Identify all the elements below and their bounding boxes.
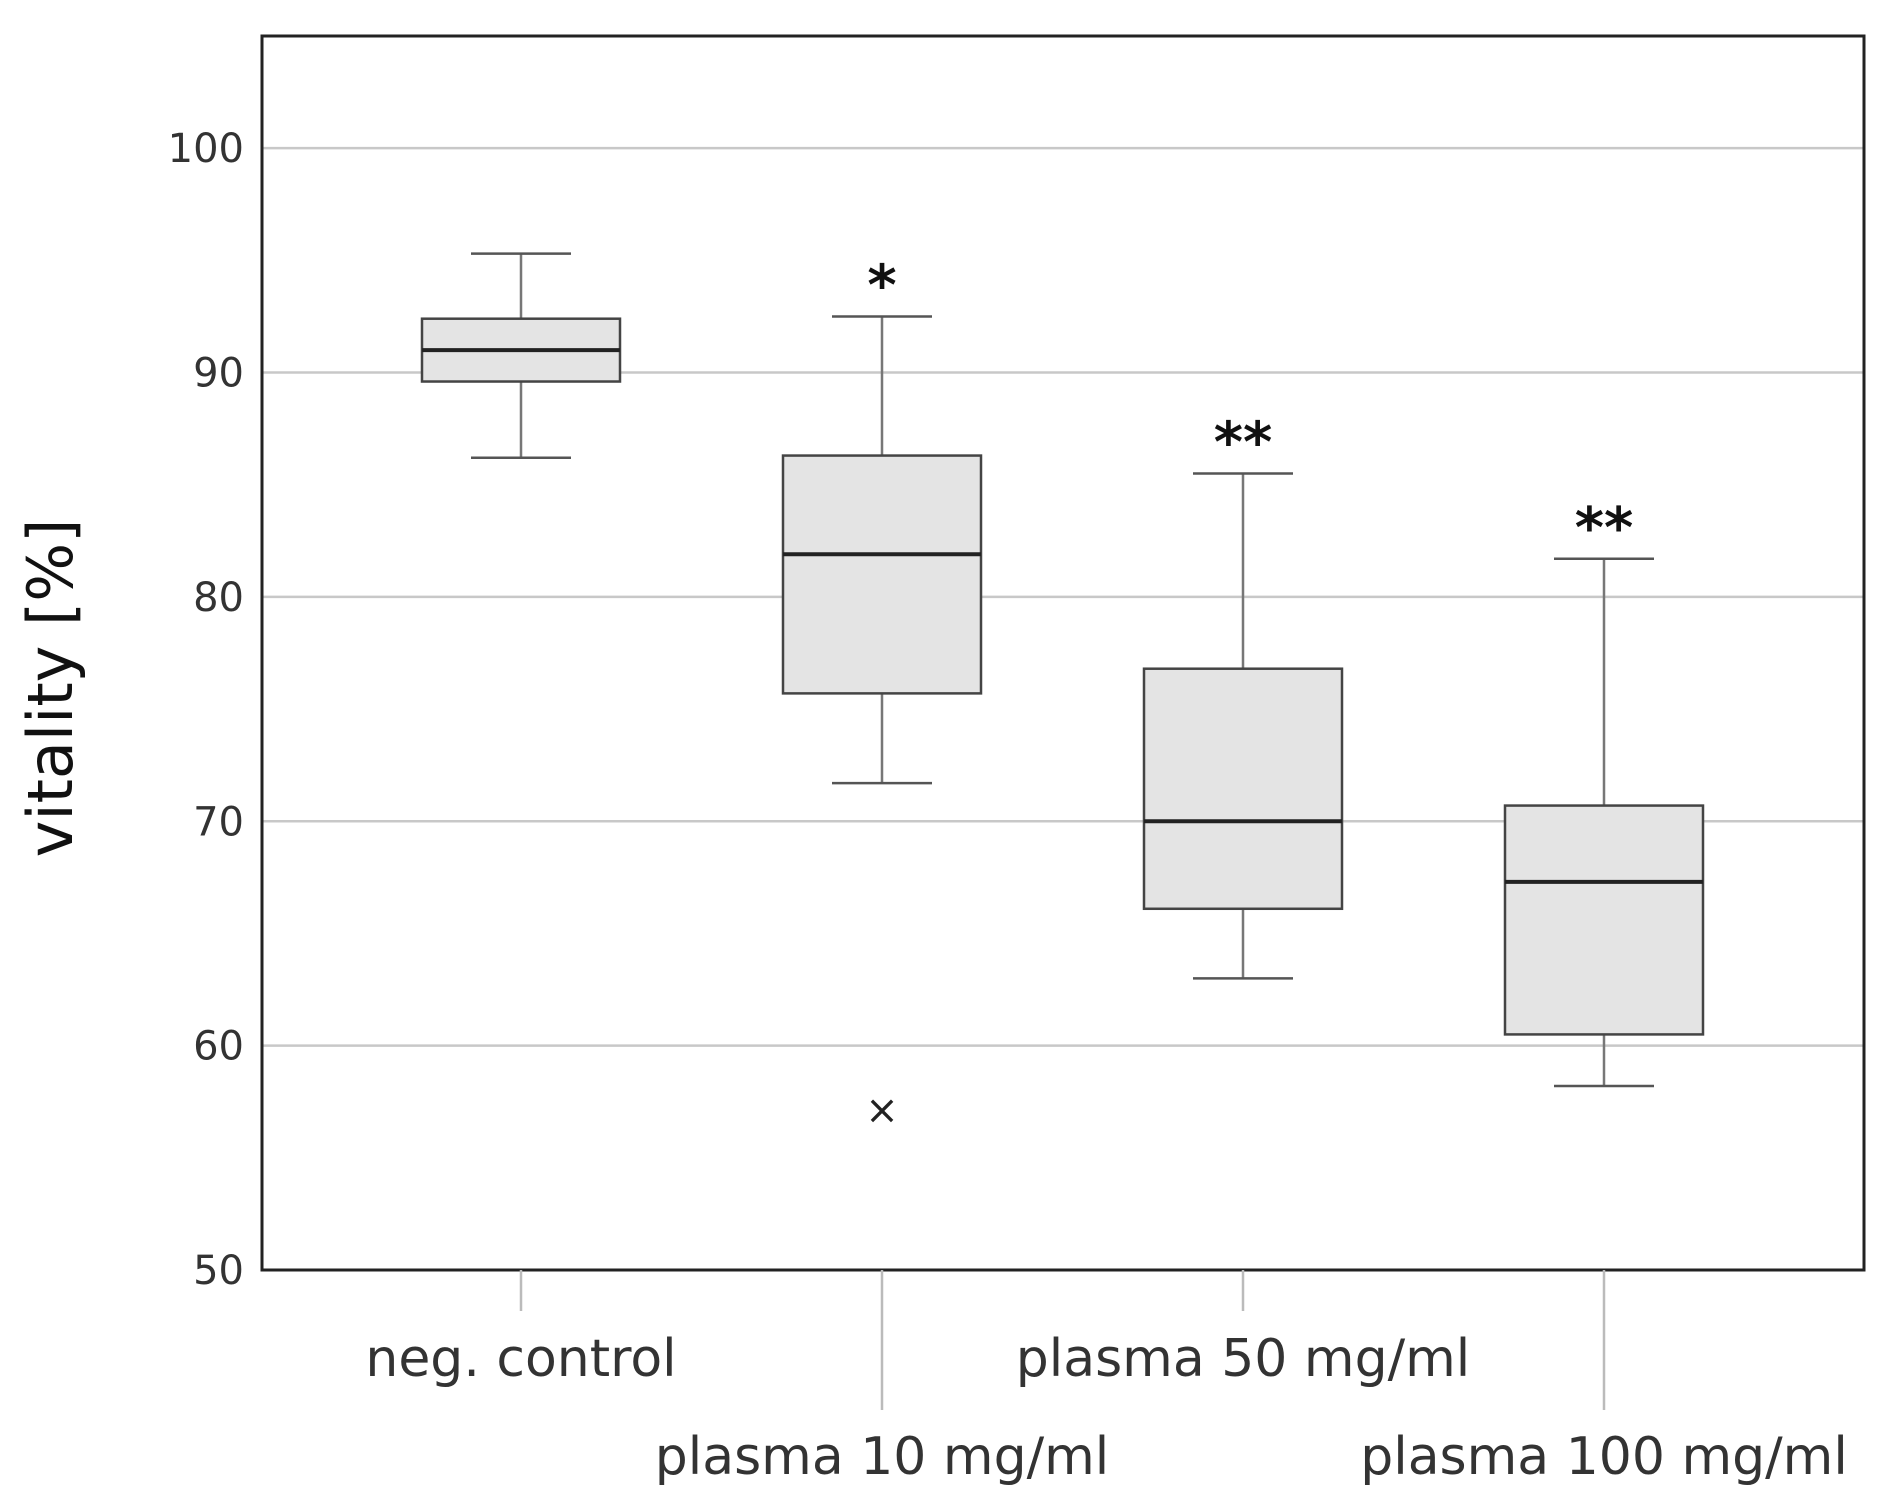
x-category-label: plasma 10 mg/ml [655, 1427, 1109, 1487]
box-4: ** [1503, 496, 1705, 1088]
x-category-label: plasma 100 mg/ml [1360, 1427, 1848, 1487]
significance-marker: ** [1575, 496, 1634, 561]
y-tick-label: 90 [193, 351, 244, 397]
iqr-box [781, 454, 983, 695]
y-axis-title: vitality [%] [14, 519, 87, 858]
y-tick-label: 70 [193, 799, 244, 845]
box-series: ×***** [420, 252, 1705, 1134]
outlier-marker: × [865, 1088, 899, 1134]
box-3: ** [1142, 411, 1344, 980]
y-axis-ticks: 50 60 70 80 90 100 [168, 126, 244, 1294]
iqr-box [1142, 667, 1344, 911]
y-tick-label: 50 [193, 1248, 244, 1294]
x-category-label: neg. control [365, 1329, 676, 1389]
y-tick-label: 60 [193, 1024, 244, 1070]
box-2: ×* [781, 253, 983, 1134]
box-1 [420, 252, 622, 460]
significance-marker: ** [1214, 411, 1273, 476]
x-axis: neg. control plasma 10 mg/ml plasma 50 mg/… [365, 1270, 1848, 1487]
iqr-box [1503, 804, 1705, 1036]
x-category-label: plasma 50 mg/ml [1016, 1329, 1470, 1389]
y-tick-label: 100 [168, 126, 244, 172]
plot-area-frame [260, 34, 1866, 1272]
y-tick-label: 80 [193, 575, 244, 621]
significance-marker: * [867, 253, 896, 318]
